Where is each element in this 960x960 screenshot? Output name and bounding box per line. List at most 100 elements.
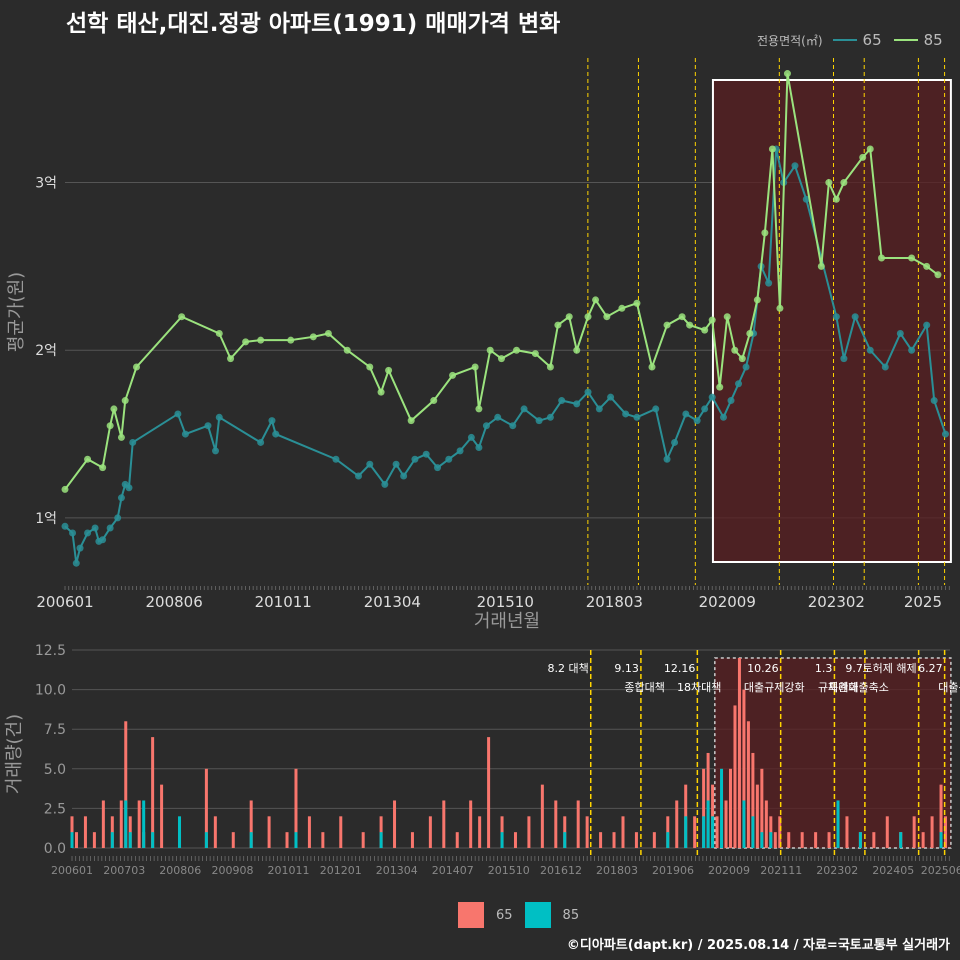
x-tick-bottom-5: 201011 (268, 864, 310, 877)
point-65-16 (181, 430, 189, 438)
point-85-31 (554, 321, 562, 329)
bar-65-28 (410, 832, 414, 848)
point-85-62 (908, 254, 916, 262)
bar-65-51 (693, 816, 697, 848)
series-line-65 (64, 148, 947, 564)
point-85-42 (686, 321, 694, 329)
x-tick-top-1: 200601 (36, 593, 93, 611)
bar-85-25 (858, 832, 862, 848)
legend-square-85 (524, 902, 551, 928)
bar-85-6 (151, 832, 155, 848)
bar-65-32 (469, 800, 473, 848)
point-65-19 (215, 413, 223, 421)
point-65-14 (129, 438, 137, 446)
point-85-49 (746, 329, 754, 337)
point-85-15 (309, 333, 317, 341)
bar-65-80 (921, 832, 925, 848)
point-65-22 (272, 430, 280, 438)
bar-85-14 (666, 832, 670, 848)
bar-65-5 (101, 800, 105, 848)
policy-label-6: 9.7 (845, 662, 863, 675)
bar-65-3 (83, 816, 87, 848)
point-65-57 (727, 397, 735, 405)
policy-label-1: 8.2 대책 (548, 662, 589, 675)
bar-65-24 (339, 816, 343, 848)
point-85-58 (840, 179, 848, 187)
point-65-43 (573, 400, 581, 408)
x-tick-bottom-7: 201304 (376, 864, 418, 877)
point-85-61 (878, 254, 886, 262)
bar-65-64 (760, 768, 764, 848)
bar-65-17 (231, 832, 235, 848)
point-85-35 (592, 296, 600, 304)
bar-85-12 (500, 832, 504, 848)
bar-65-46 (634, 832, 638, 848)
page-title: 선학 태산,대진.정광 아파트(1991) 매매가격 변화 (66, 11, 561, 37)
point-85-3 (99, 464, 107, 472)
x-tick-bottom-6: 201201 (320, 864, 362, 877)
x-tick-top-9: 2025 (904, 593, 942, 611)
point-85-33 (573, 346, 581, 354)
point-65-67 (832, 313, 840, 321)
x-tick-top-2: 200806 (145, 593, 202, 611)
point-65-62 (765, 279, 773, 287)
point-65-33 (456, 447, 464, 455)
point-65-4 (76, 544, 84, 552)
point-85-17 (343, 346, 351, 354)
bar-65-62 (751, 752, 755, 848)
point-85-36 (603, 313, 611, 321)
point-85-57 (832, 195, 840, 203)
bar-65-49 (675, 800, 679, 848)
bar-85-9 (249, 832, 253, 848)
point-85-59 (859, 153, 867, 161)
point-65-30 (422, 450, 430, 458)
point-65-35 (475, 443, 483, 451)
bar-65-60 (742, 689, 746, 848)
point-85-46 (723, 313, 731, 321)
point-65-15 (174, 410, 182, 418)
x-tick-bottom-1: 200601 (51, 864, 93, 877)
point-85-41 (678, 313, 686, 321)
bar-85-1 (70, 832, 74, 848)
point-65-52 (682, 410, 690, 418)
point-85-8 (132, 363, 140, 371)
bar-65-52 (702, 768, 706, 848)
bar-65-42 (585, 816, 589, 848)
point-65-21 (268, 417, 276, 425)
point-65-45 (595, 405, 603, 413)
point-65-37 (494, 413, 502, 421)
point-65-50 (663, 455, 671, 463)
point-85-37 (618, 304, 626, 312)
bar-65-79 (912, 816, 916, 848)
point-85-30 (546, 363, 554, 371)
x-axis-label-top: 거래년월 (474, 611, 540, 632)
bar-85-21 (751, 816, 755, 848)
point-85-12 (242, 338, 250, 346)
point-85-24 (471, 363, 479, 371)
bar-85-20 (742, 800, 746, 848)
legend-square-65 (458, 902, 484, 928)
point-85-18 (366, 363, 374, 371)
bar-65-76 (872, 832, 876, 848)
point-85-47 (731, 346, 739, 354)
bar-65-59 (737, 657, 741, 848)
point-65-59 (742, 363, 750, 371)
policy-label-7: 토허제 해제 (863, 661, 917, 675)
bar-85-24 (836, 800, 840, 848)
point-85-21 (407, 417, 415, 425)
bar-65-39 (554, 800, 558, 848)
point-85-51 (761, 229, 769, 237)
bar-85-22 (760, 832, 764, 848)
point-65-53 (693, 417, 701, 425)
point-65-54 (701, 405, 709, 413)
point-85-16 (324, 329, 332, 337)
x-tick-top-7: 202009 (699, 593, 756, 611)
point-65-29 (411, 455, 419, 463)
bar-65-72 (827, 832, 831, 848)
volume-legend: 65 85 (458, 902, 591, 928)
point-65-28 (400, 472, 408, 480)
point-65-40 (535, 417, 543, 425)
point-85-6 (117, 433, 125, 441)
bar-65-27 (393, 800, 397, 848)
